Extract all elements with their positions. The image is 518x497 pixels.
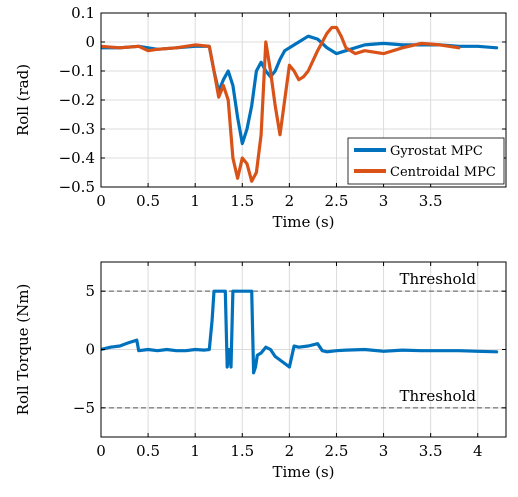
y-tick-label: −5 <box>73 399 95 417</box>
x-tick-label: 2 <box>285 442 295 460</box>
series-line-0 <box>101 34 499 146</box>
y-tick-label: −0.4 <box>59 149 95 167</box>
roll-chart-ylabel: Roll (rad) <box>14 64 32 136</box>
y-tick-label: −0.2 <box>59 91 95 109</box>
torque-chart-ylabel: Roll Torque (Nm) <box>14 284 32 416</box>
y-tick-label: 0 <box>85 33 95 51</box>
roll-chart: 0 0.5 1 1.5 2 2.5 3 3.5 0.1 0 −0.1 −0.2 −0.3 −0.4 −0.5… <box>14 4 507 231</box>
roll-chart-legend: Gyrostat MPC Centroidal MPC <box>347 137 505 185</box>
legend-label-gyrostat: Gyrostat MPC <box>390 144 483 159</box>
torque-chart-plot <box>101 289 499 375</box>
torque-chart-xlabel: Time (s) <box>272 463 334 481</box>
legend-label-centroidal: Centroidal MPC <box>390 165 496 180</box>
x-tick-label: 0 <box>96 192 106 210</box>
roll-chart-ticks: 0 0.5 1 1.5 2 2.5 3 3.5 0.1 0 −0.1 −0.2 −0.3 −0.4 −0.5 <box>59 4 506 210</box>
torque-chart-thresholds <box>101 290 506 409</box>
x-tick-label: 0 <box>96 442 106 460</box>
x-tick-label: 0.5 <box>136 442 160 460</box>
y-tick-label: 0 <box>85 341 95 359</box>
x-tick-label: 3 <box>379 442 389 460</box>
threshold-label-lower: Threshold <box>399 387 476 405</box>
x-tick-label: 2.5 <box>325 442 349 460</box>
torque-chart-ticks: 0 0.5 1 1.5 2 2.5 3 3.5 4 5 0 −5 <box>73 262 506 460</box>
x-tick-label: 3.5 <box>419 442 443 460</box>
x-tick-label: 0.5 <box>136 192 160 210</box>
y-tick-label: −0.3 <box>59 120 95 138</box>
x-tick-label: 3.5 <box>419 192 443 210</box>
torque-chart: 0 0.5 1 1.5 2 2.5 3 3.5 4 5 0 −5 Time (s) Roll Torq… <box>14 261 507 481</box>
x-tick-label: 1 <box>190 442 200 460</box>
x-tick-label: 2.5 <box>325 192 349 210</box>
x-tick-label: 1.5 <box>230 192 254 210</box>
series-line-0 <box>101 289 499 375</box>
x-tick-label: 4 <box>473 442 483 460</box>
x-tick-label: 2 <box>285 192 295 210</box>
threshold-label-upper: Threshold <box>399 270 476 288</box>
y-tick-label: 5 <box>85 282 95 300</box>
y-tick-label: −0.1 <box>59 62 95 80</box>
series-line-1 <box>101 25 461 183</box>
roll-chart-plot <box>101 25 499 183</box>
x-tick-label: 1 <box>190 192 200 210</box>
y-tick-label: −0.5 <box>59 178 95 196</box>
legend-box <box>347 137 505 185</box>
x-tick-label: 3 <box>379 192 389 210</box>
y-tick-label: 0.1 <box>71 4 95 22</box>
roll-chart-xlabel: Time (s) <box>272 213 334 231</box>
x-tick-label: 1.5 <box>230 442 254 460</box>
